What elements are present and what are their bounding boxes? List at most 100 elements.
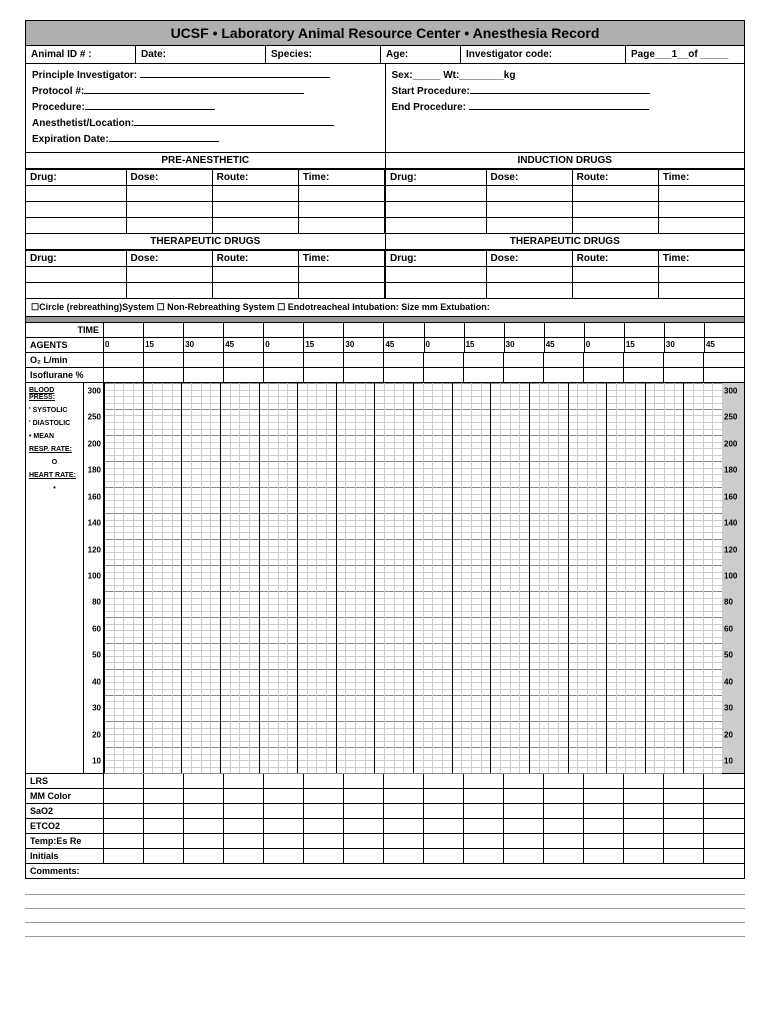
field-start-proc[interactable]: Start Procedure:: [392, 86, 470, 97]
time-tick: 15: [465, 338, 505, 352]
vitals-chart[interactable]: BLOOD PRESS: ' SYSTOLIC ' DIASTOLIC • ME…: [26, 382, 744, 773]
table-row[interactable]: [26, 202, 385, 218]
y-tick-right: 60: [724, 624, 733, 633]
time-tick: 0: [264, 338, 304, 352]
time-tick: 0: [425, 338, 465, 352]
table-row[interactable]: [386, 218, 745, 234]
time-tick: [465, 323, 505, 337]
col-drug: Drug:: [386, 251, 487, 267]
drug-table-1: Drug: Dose: Route: Time: Drug: Dose: Rou…: [25, 169, 745, 234]
time-tick: 30: [665, 338, 705, 352]
field-date[interactable]: Date:: [136, 46, 266, 63]
field-procedure-label[interactable]: Procedure:: [32, 102, 85, 113]
time-tick: [545, 323, 585, 337]
col-drug: Drug:: [386, 170, 487, 186]
legend-hr: HEART RATE:: [29, 472, 80, 479]
comment-lines[interactable]: [25, 881, 745, 937]
y-tick: 140: [88, 519, 101, 528]
time-grid: TIME AGENTS 0153045015304501530450153045…: [25, 323, 745, 879]
field-animal-id[interactable]: Animal ID # :: [26, 46, 136, 63]
y-tick-right: 300: [724, 387, 737, 396]
y-tick: 40: [92, 677, 101, 686]
time-tick: [505, 323, 545, 337]
table-row[interactable]: [386, 186, 745, 202]
time-tick: 0: [104, 338, 144, 352]
iso-cells[interactable]: [104, 368, 744, 382]
col-dose: Dose:: [486, 251, 572, 267]
col-route: Route:: [212, 251, 298, 267]
y-tick: 50: [92, 651, 101, 660]
y-tick: 80: [92, 598, 101, 607]
chart-grid-area[interactable]: [104, 383, 722, 773]
time-tick: 45: [384, 338, 424, 352]
section-therapeutic-2: THERAPEUTIC DRUGS: [386, 234, 746, 250]
field-pi-label[interactable]: Principle Investigator:: [32, 70, 137, 81]
table-row[interactable]: [26, 283, 385, 299]
field-investigator-code[interactable]: Investigator code:: [461, 46, 626, 63]
time-tick: 45: [545, 338, 585, 352]
field-species[interactable]: Species:: [266, 46, 381, 63]
y-tick: 200: [88, 439, 101, 448]
etco2-label: ETCO2: [26, 819, 104, 833]
legend-mean: • MEAN: [29, 433, 80, 440]
y-tick-right: 120: [724, 545, 737, 554]
y-tick-right: 100: [724, 572, 737, 581]
sao2-cells[interactable]: [104, 804, 744, 818]
y-tick-right: 200: [724, 439, 737, 448]
temp-cells[interactable]: [104, 834, 744, 848]
y-axis-left: 30025020018016014012010080605040302010: [84, 383, 104, 773]
legend-hr-sym: •: [29, 485, 80, 492]
time-tick: [665, 323, 705, 337]
table-row[interactable]: [386, 202, 745, 218]
page-title: UCSF • Laboratory Animal Resource Center…: [25, 20, 745, 46]
time-tick: 30: [184, 338, 224, 352]
field-end-proc[interactable]: End Procedure:: [392, 102, 466, 113]
y-tick: 20: [92, 730, 101, 739]
o2-label: O₂ L/min: [26, 353, 104, 367]
col-route: Route:: [572, 170, 658, 186]
etco2-cells[interactable]: [104, 819, 744, 833]
section-induction: INDUCTION DRUGS: [386, 153, 746, 169]
y-tick-right: 180: [724, 466, 737, 475]
field-sex-wt[interactable]: Sex:_____ Wt:________kg: [392, 68, 739, 84]
legend-resp: RESP. RATE:: [29, 446, 80, 453]
o2-cells[interactable]: [104, 353, 744, 367]
y-tick: 30: [92, 704, 101, 713]
time-tick: [425, 323, 465, 337]
field-age[interactable]: Age:: [381, 46, 461, 63]
y-tick-right: 20: [724, 730, 733, 739]
legend-diastolic: ' DIASTOLIC: [29, 420, 80, 427]
table-row[interactable]: [386, 283, 745, 299]
system-row[interactable]: ☐Circle (rebreathing)System ☐ Non-Rebrea…: [25, 299, 745, 317]
time-tick: [144, 323, 184, 337]
time-tick: [184, 323, 224, 337]
section-therapeutic-1: THERAPEUTIC DRUGS: [25, 234, 386, 250]
time-tick: [705, 323, 744, 337]
mm-label: MM Color: [26, 789, 104, 803]
initials-cells[interactable]: [104, 849, 744, 863]
y-tick-right: 140: [724, 519, 737, 528]
y-tick-right: 50: [724, 651, 733, 660]
legend-resp-sym: O: [29, 459, 80, 466]
time-tick: [384, 323, 424, 337]
field-exp-date-label[interactable]: Expiration Date:: [32, 134, 109, 145]
time-tick: 45: [705, 338, 744, 352]
field-anesth-loc-label[interactable]: Anesthetist/Location:: [32, 118, 134, 129]
field-protocol-label[interactable]: Protocol #:: [32, 86, 84, 97]
col-time: Time:: [658, 251, 744, 267]
time-tick: [585, 323, 625, 337]
table-row[interactable]: [26, 267, 385, 283]
lrs-cells[interactable]: [104, 774, 744, 788]
y-tick-right: 40: [724, 677, 733, 686]
time-tick: [264, 323, 304, 337]
table-row[interactable]: [386, 267, 745, 283]
mm-cells[interactable]: [104, 789, 744, 803]
y-tick: 60: [92, 624, 101, 633]
drug-table-2: Drug: Dose: Route: Time: Drug: Dose: Rou…: [25, 250, 745, 299]
y-tick: 100: [88, 572, 101, 581]
time-label: TIME: [26, 323, 104, 337]
y-tick: 250: [88, 413, 101, 422]
table-row[interactable]: [26, 186, 385, 202]
table-row[interactable]: [26, 218, 385, 234]
y-axis-right: 30025020018016014012010080605040302010: [722, 383, 744, 773]
